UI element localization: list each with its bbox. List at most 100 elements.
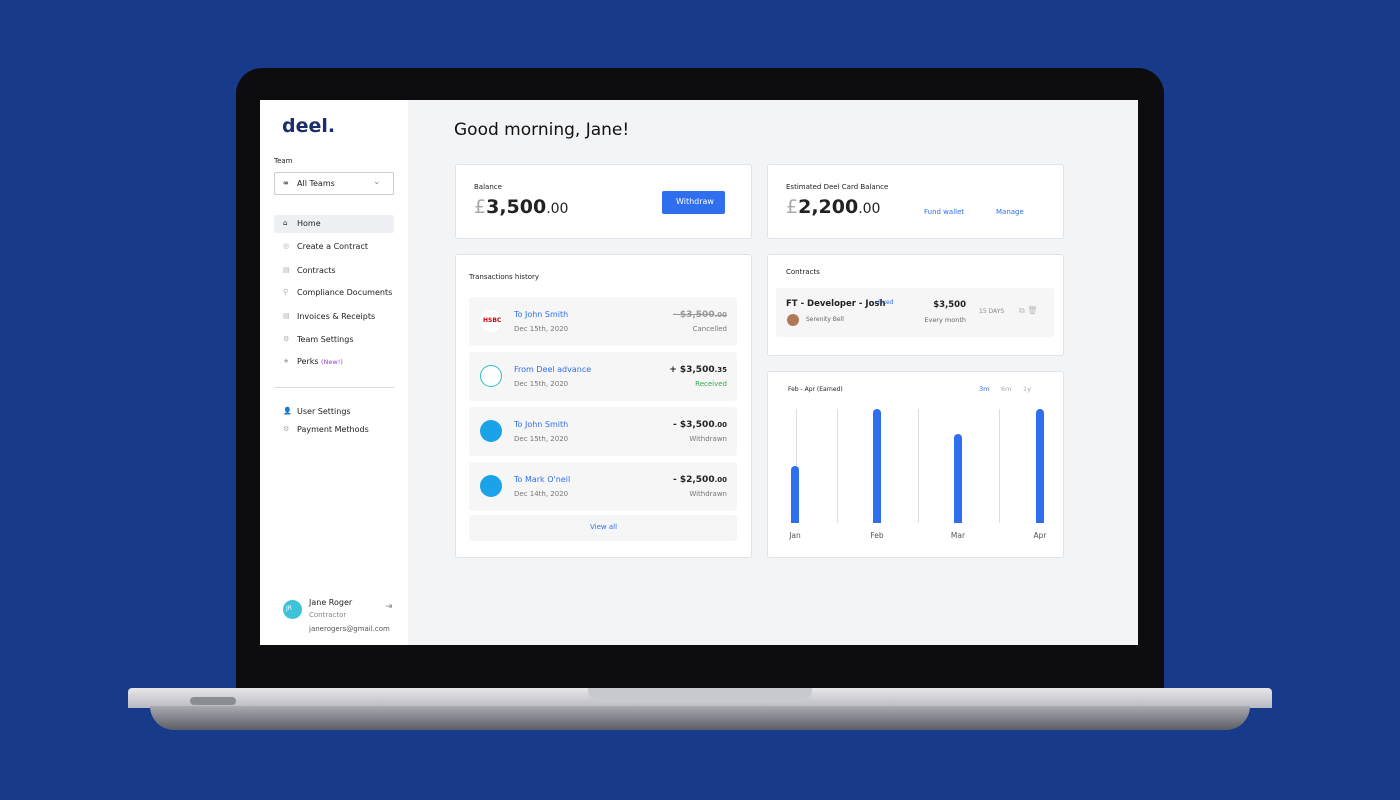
transaction-status: Received [695, 380, 727, 388]
card-balance-card [767, 164, 1064, 239]
nav-item[interactable]: User Settings [297, 407, 351, 416]
balance-amount: £3,500.00 [474, 198, 568, 217]
cents: .35 [714, 366, 727, 374]
transaction-icon-label: HSBC [483, 317, 502, 324]
nav-icon: 👤 [283, 407, 292, 415]
transaction-title: To John Smith [514, 420, 569, 429]
transaction-amount: + $3,500.35 [669, 366, 727, 375]
x-tick-label: Jan [789, 531, 801, 540]
card-balance-label: Estimated Deel Card Balance [786, 183, 889, 191]
user-email: janerogers@gmail.com [309, 625, 390, 633]
nav-icon: ★ [283, 357, 290, 365]
nav-item[interactable]: Team Settings [297, 335, 354, 344]
bar [954, 434, 962, 523]
nav-icon: ⚙ [283, 425, 290, 433]
avatar [283, 600, 302, 619]
transaction-amount: - $2,500.00 [673, 476, 727, 485]
contract-avatar [787, 314, 799, 326]
contracts-title: Contracts [786, 268, 820, 276]
contract-tag: Fixed [878, 299, 894, 306]
transaction-status: Withdrawn [689, 435, 727, 443]
currency: £ [786, 196, 799, 218]
amount: + $3,500 [669, 365, 715, 375]
chart-card [767, 371, 1064, 558]
x-tick-label: Mar [950, 531, 966, 540]
transaction-status: Cancelled [692, 325, 727, 333]
amount: - $3,500 [672, 310, 715, 320]
cents: .00 [546, 201, 569, 217]
cents: .00 [858, 201, 881, 217]
contract-actions[interactable]: ⧉ 🗑 [1019, 306, 1038, 315]
transaction-row[interactable] [469, 462, 737, 511]
nav-icon: ⌂ [283, 219, 288, 227]
transaction-title: To John Smith [514, 310, 569, 319]
nav-item[interactable]: Payment Methods [297, 425, 369, 434]
contract-due: 15 DAYS [979, 308, 1005, 315]
fund-wallet-link[interactable]: Fund wallet [924, 208, 965, 216]
view-all-button[interactable] [469, 515, 737, 541]
transaction-row[interactable] [469, 352, 737, 401]
transaction-date: Dec 15th, 2020 [514, 435, 569, 443]
laptop-base-bottom [150, 706, 1250, 730]
user-name: Jane Roger [309, 598, 353, 607]
transaction-row[interactable] [469, 297, 737, 346]
team-select[interactable] [274, 172, 394, 195]
withdraw-button[interactable] [662, 191, 725, 214]
chart-separator [918, 409, 919, 523]
range-option[interactable]: 1y [1023, 385, 1031, 393]
nav-icon: ▤ [283, 266, 290, 274]
laptop-notch [588, 688, 812, 700]
card-balance-amount: £2,200.00 [786, 198, 880, 217]
team-select-text: All Teams [297, 179, 335, 188]
x-tick-label: Feb [870, 531, 884, 540]
avatar-initials: JR [286, 605, 292, 612]
logout-icon[interactable]: ⇥ [385, 602, 393, 612]
x-tick-label: Apr [1033, 531, 1047, 540]
screen: deel. Team ∞ All Teams ⌄ JR Jane Roger C… [260, 100, 1138, 645]
divider [274, 387, 394, 388]
manage-link[interactable]: Manage [996, 208, 1024, 216]
currency: £ [474, 196, 487, 218]
contract-person: Serenity Bell [806, 316, 844, 323]
nav-icon: ◎ [283, 242, 290, 250]
contract-title: FT - Developer - Josh [786, 299, 886, 309]
balance-label: Balance [474, 183, 502, 191]
transaction-icon [480, 365, 502, 387]
nav-item[interactable]: Contracts [297, 266, 336, 275]
chart-separator [837, 409, 838, 523]
nav-icon: ⚙ [283, 335, 290, 343]
contract-frequency: Every month [924, 316, 966, 324]
transaction-icon [480, 420, 502, 442]
transaction-row[interactable] [469, 407, 737, 456]
transaction-date: Dec 15th, 2020 [514, 380, 569, 388]
transaction-date: Dec 15th, 2020 [514, 325, 569, 333]
perks-badge: (New!) [321, 358, 343, 366]
transaction-icon [480, 310, 502, 332]
sidebar [260, 100, 408, 645]
amount: 3,500 [486, 196, 547, 218]
contract-row[interactable] [776, 288, 1054, 337]
nav-icon: ⚲ [283, 288, 289, 296]
bar [873, 409, 881, 523]
amount: 2,200 [798, 196, 859, 218]
transactions-title: Transactions history [469, 273, 539, 281]
bar [791, 466, 799, 523]
transaction-title: To Mark O'neil [514, 475, 571, 484]
logo[interactable]: deel. [282, 115, 336, 137]
nav-item[interactable]: Compliance Documents [297, 288, 393, 297]
nav-item[interactable]: Perks [297, 357, 319, 366]
withdraw-label: Withdraw [676, 197, 714, 206]
range-option[interactable]: 6m [1001, 385, 1012, 393]
range-option[interactable]: 3m [979, 385, 990, 393]
transaction-icon [480, 475, 502, 497]
laptop-port [190, 697, 236, 705]
chart-title: Feb - Apr (Earned) [788, 386, 843, 393]
nav-item[interactable]: Create a Contract [297, 242, 368, 251]
nav-item[interactable]: Invoices & Receipts [297, 312, 376, 321]
amount: - $2,500 [672, 475, 715, 485]
transaction-title: From Deel advance [514, 365, 592, 374]
transaction-status: Withdrawn [689, 490, 727, 498]
cents: .00 [714, 311, 727, 319]
view-all-label: View all [590, 523, 618, 531]
nav-item[interactable]: Home [297, 219, 321, 228]
